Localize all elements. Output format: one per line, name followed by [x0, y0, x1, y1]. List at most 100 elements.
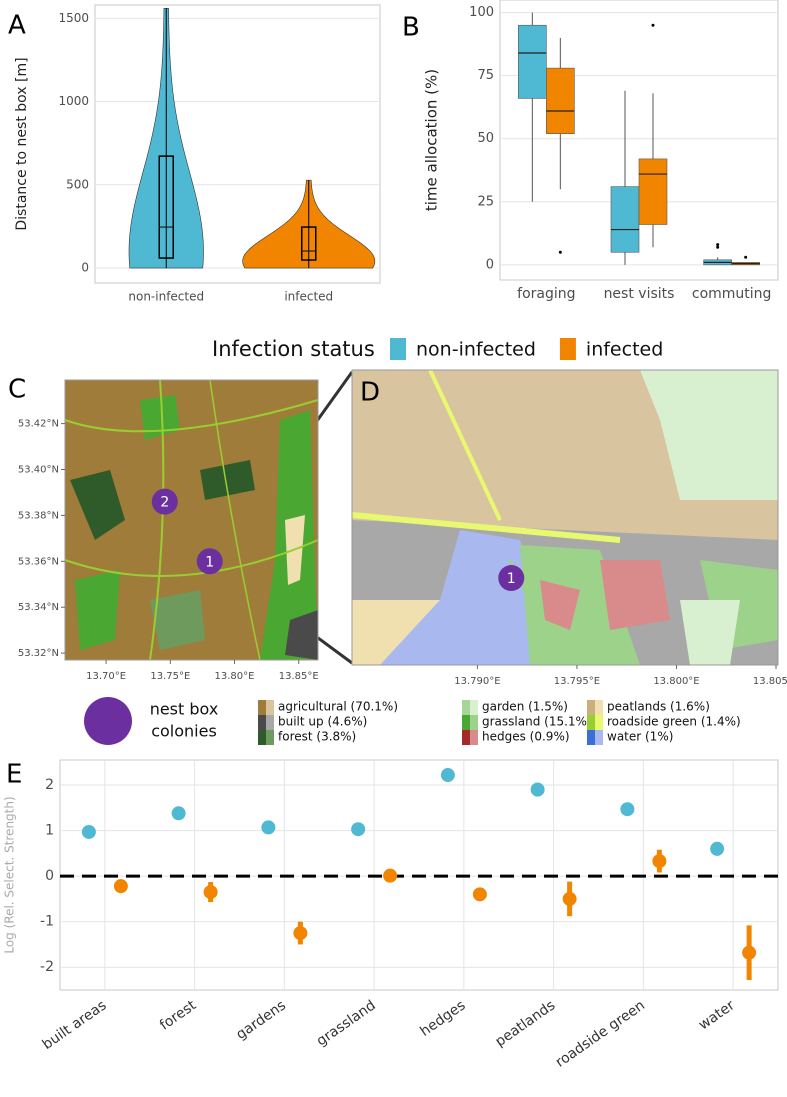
x-tick-label: water: [696, 997, 738, 1033]
x-tick-label: 13.790°E: [454, 676, 500, 687]
legend-swatch: [390, 338, 406, 360]
x-tick-label: roadside green: [553, 997, 648, 1070]
legend-swatch: [595, 715, 603, 730]
map-frame: [351, 369, 779, 666]
outlier: [716, 243, 720, 247]
legend-colony-label: colonies: [151, 722, 217, 741]
y-axis-label: Distance to nest box [m]: [14, 57, 30, 230]
y-tick-label: 53.32°N: [18, 648, 59, 659]
legend-colony: [84, 697, 132, 745]
legend-swatch: [587, 730, 595, 745]
legend-swatch: [559, 338, 576, 360]
x-tick-label: 13.80°E: [215, 671, 255, 682]
y-tick-label: 53.42°N: [18, 419, 59, 430]
point: [261, 820, 276, 835]
legend-label: roadside green (1.4%): [607, 715, 741, 729]
point: [472, 887, 487, 902]
colony-label: 2: [160, 495, 169, 511]
colony: [151, 488, 178, 515]
x-tick-label: 13.800°E: [653, 676, 699, 687]
legend-swatch: [470, 730, 478, 745]
y-tick-label: -2: [40, 959, 54, 975]
panel-label: A: [8, 11, 26, 41]
x-tick-label: gardens: [233, 997, 289, 1043]
colony: [196, 548, 223, 575]
y-tick-label: 1: [45, 823, 54, 839]
legend-label: agricultural (70.1%): [278, 700, 398, 714]
legend-label: hedges (0.9%): [482, 730, 570, 744]
legend-swatch: [587, 700, 595, 715]
x-tick-label: non-infected: [128, 290, 204, 304]
legend-colony-label: nest box: [150, 700, 219, 719]
box: [546, 67, 575, 134]
map-c-background: [64, 379, 319, 661]
point: [383, 868, 398, 883]
y-tick-label: 75: [477, 68, 494, 83]
legend-label: water (1%): [607, 730, 673, 744]
x-tick-label: 13.85°E: [279, 671, 319, 682]
point: [203, 885, 218, 900]
box: [518, 24, 547, 99]
panel-label: D: [360, 378, 380, 408]
panel-label: E: [6, 760, 22, 790]
y-tick-label: 500: [66, 177, 89, 191]
y-tick-label: 25: [477, 194, 494, 209]
x-tick-label: infected: [284, 290, 333, 304]
panel-label: C: [8, 375, 26, 405]
panel-label: B: [402, 13, 420, 43]
x-tick-label: grassland: [314, 997, 379, 1049]
map-d-background: [351, 369, 778, 666]
legend-swatch: [258, 700, 266, 715]
legend-swatch: [470, 715, 478, 730]
legend-title: Infection status: [212, 337, 375, 361]
legend-swatch: [595, 700, 603, 715]
x-tick-label: commuting: [692, 286, 772, 302]
legend-swatch: [266, 715, 274, 730]
point: [652, 854, 667, 869]
y-axis-label: time allocation (%): [423, 69, 441, 211]
legend-label: infected: [586, 339, 663, 361]
colony-label: 1: [507, 571, 516, 587]
x-tick-label: hedges: [417, 997, 468, 1039]
point: [351, 822, 366, 837]
map-frame: [64, 379, 319, 661]
y-tick-label: 1000: [58, 94, 89, 108]
x-tick-label: foraging: [517, 286, 575, 302]
outlier: [651, 23, 655, 27]
legend-swatch: [470, 700, 478, 715]
x-tick-label: 13.805°E: [753, 676, 787, 687]
point: [562, 891, 577, 906]
y-tick-label: 0: [486, 257, 494, 272]
x-tick-label: peatlands: [492, 997, 558, 1050]
point: [530, 782, 545, 797]
legend-swatch: [462, 730, 470, 745]
legend-label: non-infected: [416, 339, 536, 361]
legend-label: grassland (15.1%): [482, 715, 592, 729]
x-tick-label: nest visits: [604, 286, 675, 302]
legend-swatch: [462, 715, 470, 730]
y-tick-label: 53.36°N: [18, 556, 59, 567]
legend-swatch: [266, 730, 274, 745]
legend-label: garden (1.5%): [482, 700, 568, 714]
x-tick-label: 13.795°E: [554, 676, 600, 687]
point: [710, 841, 725, 856]
y-tick-label: 1500: [58, 11, 89, 25]
legend-swatch: [266, 700, 274, 715]
y-tick-label: 53.38°N: [18, 510, 59, 521]
legend-swatch: [462, 700, 470, 715]
legend-swatch: [595, 730, 603, 745]
box: [610, 186, 640, 253]
point: [293, 926, 308, 941]
y-tick-label: -1: [40, 914, 54, 930]
colony-label: 1: [205, 554, 214, 570]
y-tick-label: 53.40°N: [18, 465, 59, 476]
y-tick-label: 100: [469, 5, 494, 20]
point: [171, 806, 186, 821]
y-tick-label: 50: [477, 131, 494, 146]
y-tick-label: 0: [45, 868, 54, 884]
box: [301, 226, 317, 261]
legend-label: forest (3.8%): [278, 730, 356, 744]
outlier: [744, 255, 748, 259]
